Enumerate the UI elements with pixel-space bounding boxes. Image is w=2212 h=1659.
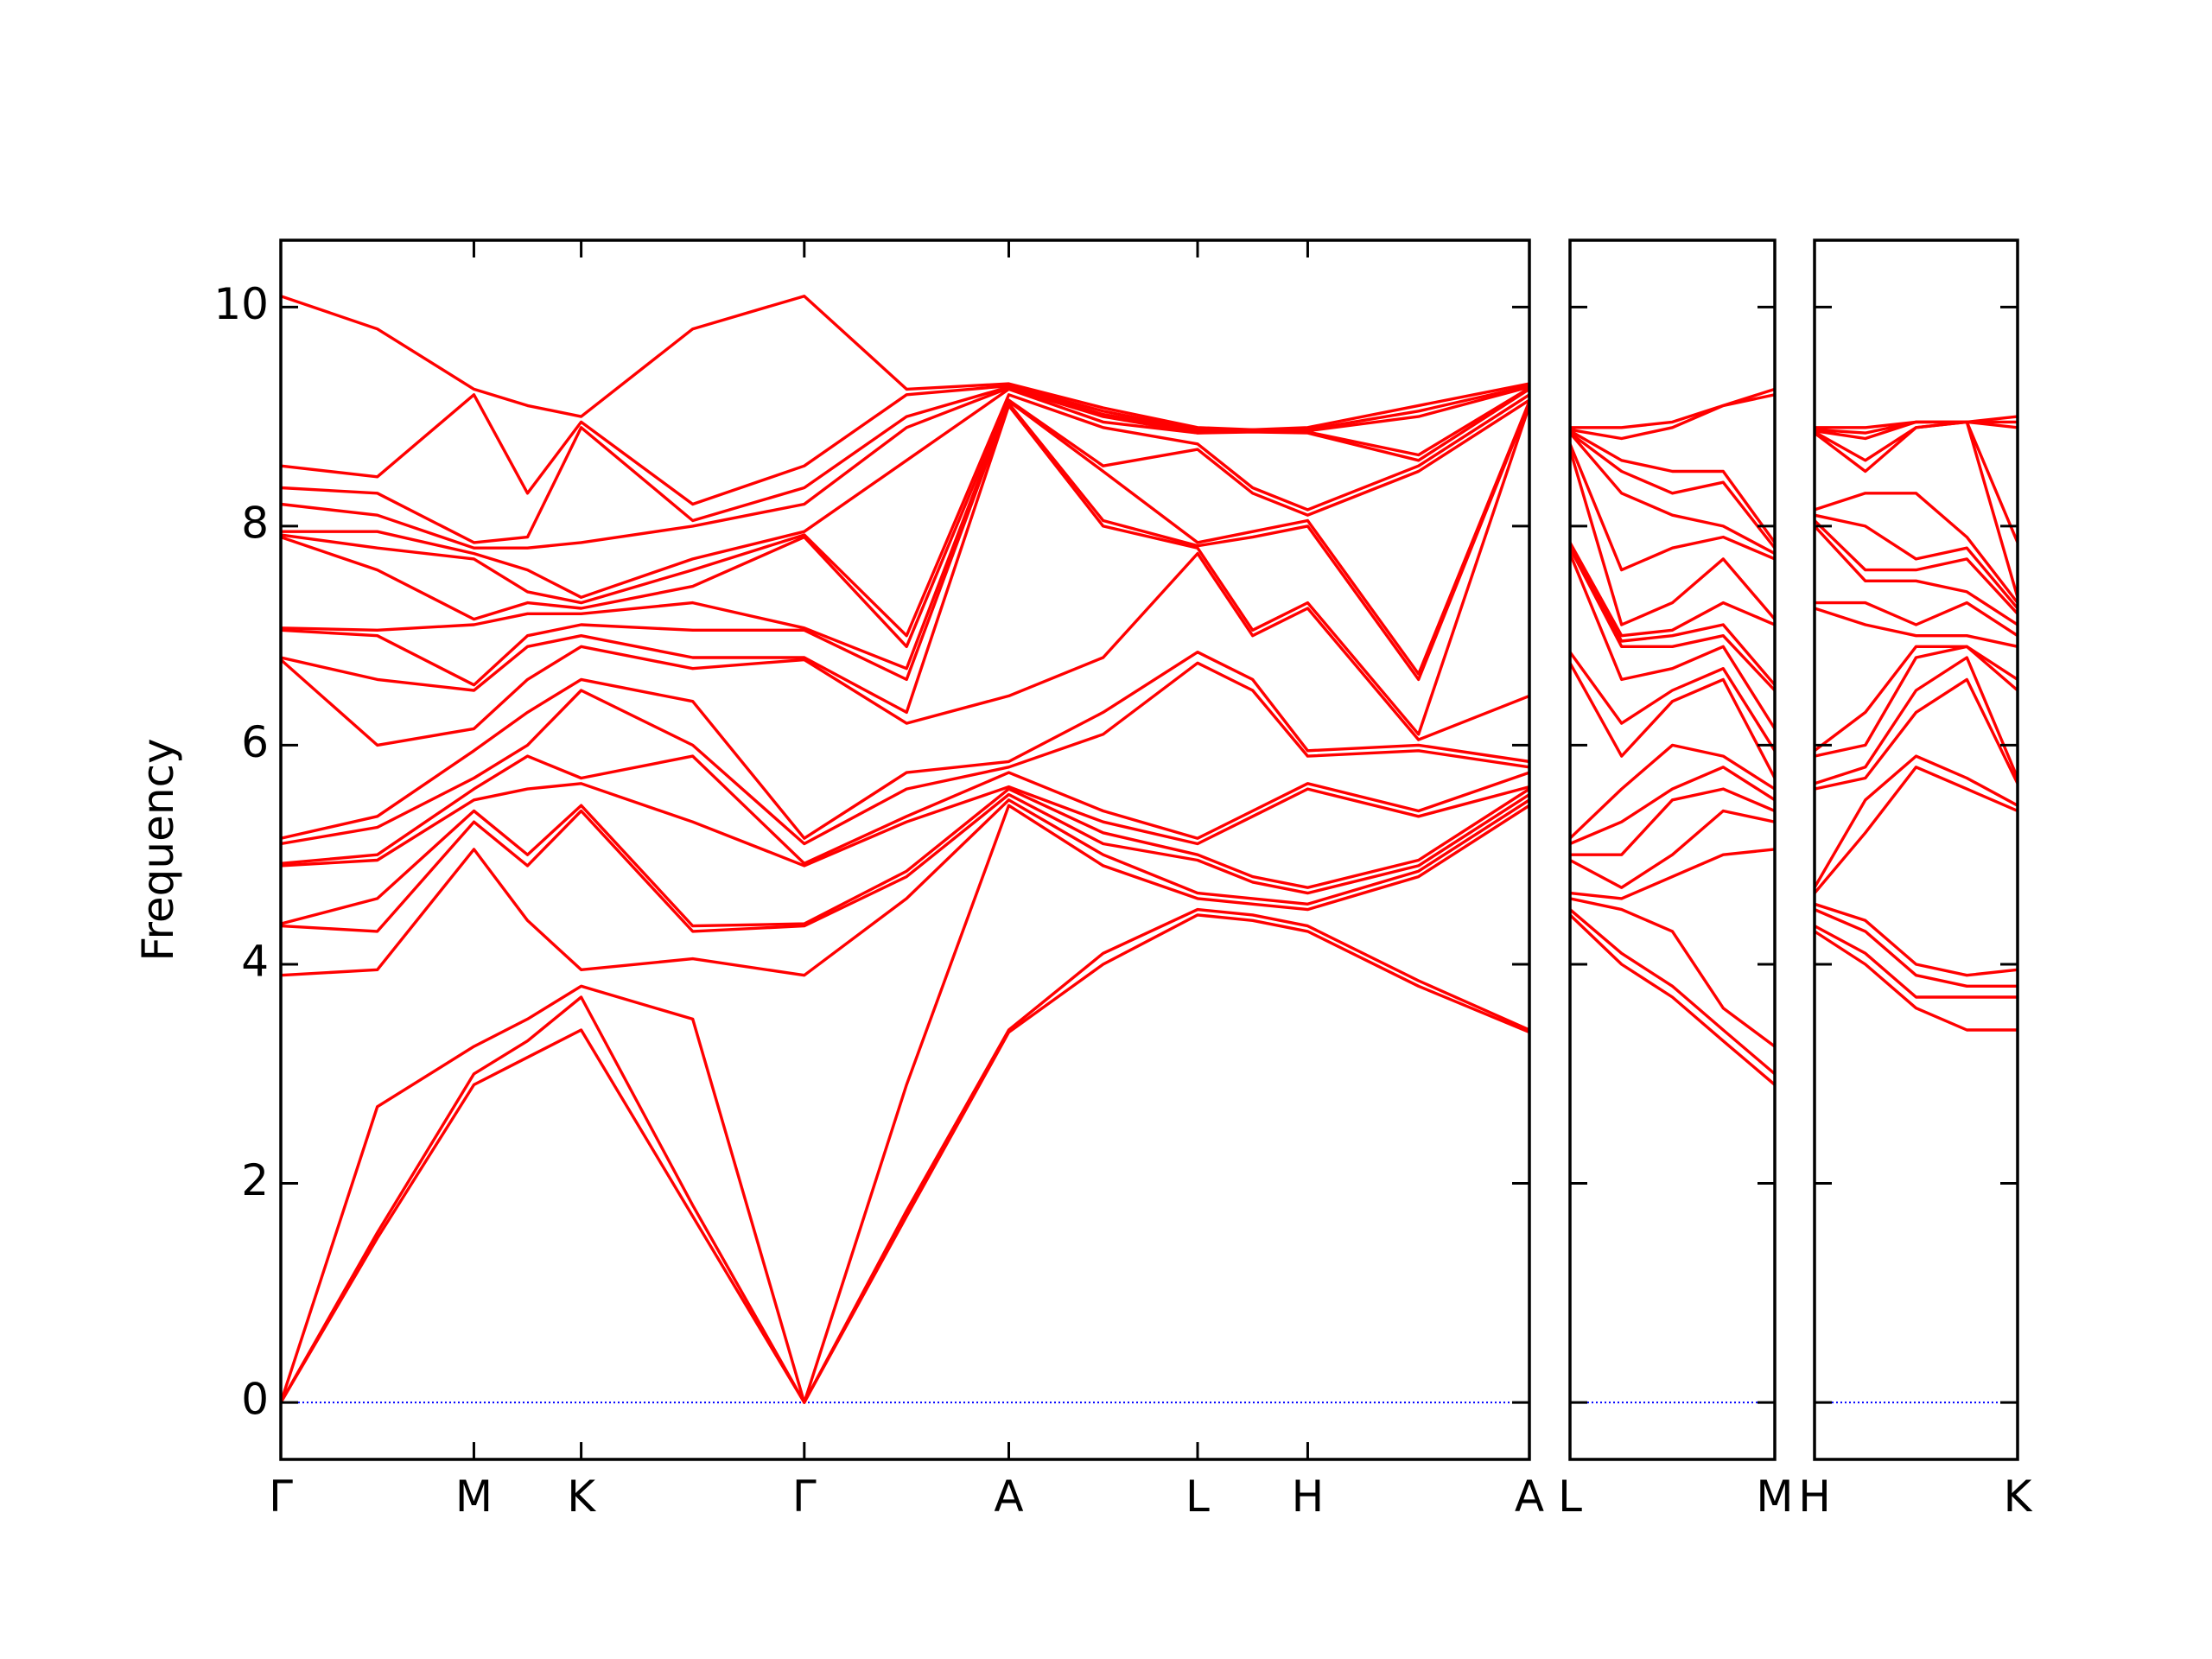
band-line xyxy=(281,384,1529,506)
band-line xyxy=(1570,429,1775,543)
band-line xyxy=(1570,542,1775,638)
band-line xyxy=(1815,415,2018,429)
band-line xyxy=(1570,743,1775,840)
x-tick-label: M xyxy=(1756,1471,1793,1522)
y-tick-label: 8 xyxy=(241,498,269,548)
axes-frame xyxy=(1568,238,1777,1461)
band-line xyxy=(1570,431,1775,556)
band-line xyxy=(1570,443,1775,572)
x-tick-label: M xyxy=(455,1471,493,1522)
x-tick-label: K xyxy=(2004,1471,2033,1522)
band-line xyxy=(1570,393,1775,441)
band-line xyxy=(1815,519,2018,615)
band-line xyxy=(281,754,1529,865)
band-line xyxy=(281,295,1529,431)
band-line xyxy=(1815,908,2018,988)
x-tick-label: H xyxy=(1798,1471,1831,1522)
band-line xyxy=(281,661,1529,846)
band-line xyxy=(1815,645,2018,753)
band-line xyxy=(1570,787,1775,856)
band-line xyxy=(281,551,1529,747)
x-tick-label: L xyxy=(1558,1471,1582,1522)
band-line xyxy=(281,398,1529,648)
x-tick-label: A xyxy=(1515,1471,1544,1522)
band-line xyxy=(1815,607,2018,648)
band-line xyxy=(1815,902,2018,977)
band-line xyxy=(1570,913,1775,1086)
y-tick-label: 10 xyxy=(213,279,269,329)
plot-area xyxy=(1570,387,1775,1404)
band-line xyxy=(281,399,1529,676)
band-line xyxy=(1570,448,1775,626)
band-line xyxy=(1570,552,1775,730)
band-line xyxy=(1815,754,2018,889)
band-line xyxy=(1815,420,2018,543)
band-line xyxy=(1570,908,1775,1076)
x-tick-label: L xyxy=(1185,1471,1210,1522)
plot-area xyxy=(1815,415,2018,1404)
band-line xyxy=(1815,492,2018,604)
x-tick-label: Γ xyxy=(792,1471,817,1522)
band-line xyxy=(281,385,1529,544)
band-line xyxy=(1570,848,1775,900)
band-line xyxy=(1570,651,1775,752)
band-line xyxy=(281,804,1529,1404)
band-line xyxy=(281,404,1529,736)
x-tick-label: K xyxy=(567,1471,596,1522)
band-line xyxy=(1570,431,1775,550)
band-line xyxy=(281,402,1529,687)
y-tick-label: 2 xyxy=(241,1155,269,1205)
band-line xyxy=(1570,662,1775,779)
band-line xyxy=(1815,766,2018,894)
y-axis-label: Frequency xyxy=(133,738,183,961)
band-line xyxy=(281,393,1529,638)
y-tick-label: 6 xyxy=(241,717,269,767)
band-line xyxy=(1815,524,2018,626)
band-line xyxy=(281,782,1529,868)
band-line xyxy=(1570,544,1775,686)
band-line xyxy=(1815,925,2018,999)
y-tick-label: 0 xyxy=(241,1375,269,1425)
band-line xyxy=(281,651,1529,840)
band-line xyxy=(1815,656,2018,785)
band-line xyxy=(281,907,1529,1404)
band-line xyxy=(1570,809,1775,889)
band-line xyxy=(1570,766,1775,846)
band-line xyxy=(1570,387,1775,429)
plot-area xyxy=(281,295,1529,1404)
x-tick-label: A xyxy=(994,1471,1023,1522)
band-line xyxy=(281,913,1529,1404)
x-tick-label: Γ xyxy=(269,1471,293,1522)
axes-frame xyxy=(279,238,1531,1461)
band-line xyxy=(281,787,1529,928)
band-line xyxy=(281,386,1529,550)
band-line xyxy=(1815,513,2018,610)
band-line xyxy=(281,792,1529,933)
band-line xyxy=(1570,897,1775,1048)
band-line xyxy=(281,798,1529,977)
axes-frame xyxy=(1813,238,2019,1461)
band-line xyxy=(1815,930,2018,1032)
band-line xyxy=(1570,547,1775,692)
band-line xyxy=(1815,645,2018,758)
y-tick-label: 4 xyxy=(241,936,269,986)
band-line xyxy=(1815,677,2018,791)
band-line xyxy=(1815,601,2018,638)
x-tick-label: H xyxy=(1292,1471,1325,1522)
